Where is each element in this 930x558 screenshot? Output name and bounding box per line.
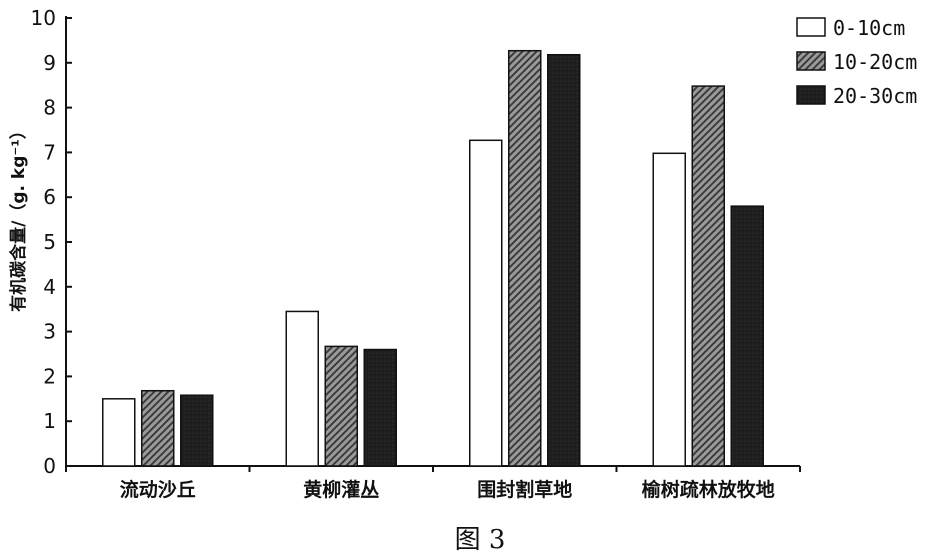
legend-label: 20-30cm: [833, 84, 917, 108]
bar-10-20cm-2: [508, 49, 542, 467]
bar-20-30cm-2: [547, 53, 581, 467]
y-tick-label: 2: [43, 364, 56, 388]
x-category-label: 围封割草地: [477, 478, 572, 501]
y-tick-label: 0: [43, 454, 56, 478]
bar-10-20cm-3: [691, 85, 725, 467]
bar-10-20cm-1: [324, 345, 358, 467]
bar-20-30cm-0: [180, 394, 214, 467]
bars: [102, 49, 764, 467]
bar-0-10cm-0: [102, 398, 136, 467]
bar-0-10cm-1: [285, 310, 319, 467]
bar-0-10cm-2: [469, 139, 503, 467]
x-axis: 流动沙丘 黄柳灌丛 围封割草地 榆树疏林放牧地: [65, 465, 801, 501]
legend-swatch-0-10cm: [796, 17, 826, 37]
bar-20-30cm-1: [363, 348, 397, 467]
y-tick-label: 1: [43, 409, 56, 433]
x-category-label: 榆树疏林放牧地: [642, 478, 775, 501]
figure-caption: 图 3: [455, 525, 506, 555]
bar-0-10cm-3: [652, 152, 686, 467]
y-tick-label: 7: [43, 140, 56, 164]
y-tick-label: 9: [43, 51, 56, 75]
y-tick-label: 3: [43, 320, 56, 344]
legend-label: 10-20cm: [833, 50, 917, 74]
legend-swatch-10-20cm: [796, 51, 826, 71]
y-tick-label: 5: [43, 230, 56, 254]
y-tick-label: 6: [43, 185, 56, 209]
bar-20-30cm-3: [730, 205, 764, 467]
legend-label: 0-10cm: [833, 16, 905, 40]
x-category-label: 黄柳灌丛: [303, 478, 379, 501]
y-tick-label: 4: [43, 275, 56, 299]
x-category-label: 流动沙丘: [120, 478, 196, 501]
legend: 0-10cm 10-20cm 20-30cm: [796, 16, 917, 108]
y-tick-label: 10: [31, 6, 56, 30]
y-axis-label: 有机碳含量/（g. kg⁻¹）: [8, 122, 29, 312]
bar-10-20cm-0: [141, 389, 175, 467]
legend-swatch-20-30cm: [796, 85, 826, 105]
y-tick-label: 8: [43, 96, 56, 120]
y-axis: 0 1 2 3 4 5 6 7 8 9 10: [31, 6, 72, 478]
